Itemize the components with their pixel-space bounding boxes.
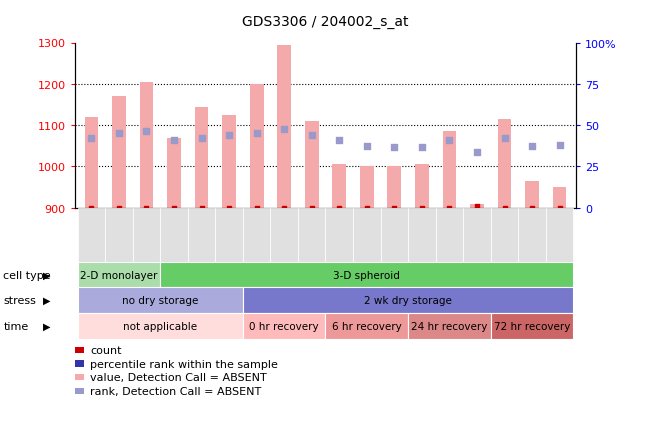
Point <box>224 133 234 140</box>
Bar <box>85 118 98 208</box>
Bar <box>139 82 154 208</box>
Text: 2-D monolayer: 2-D monolayer <box>80 270 158 280</box>
Text: stress: stress <box>3 296 36 305</box>
Point <box>141 128 152 135</box>
Point <box>114 205 124 212</box>
Text: count: count <box>90 345 122 355</box>
Point <box>499 135 510 141</box>
Text: 6 hr recovery: 6 hr recovery <box>332 321 402 331</box>
Point <box>114 131 124 138</box>
Bar <box>222 115 236 208</box>
Point <box>389 205 400 212</box>
Text: ▶: ▶ <box>43 270 51 280</box>
Text: time: time <box>3 321 29 331</box>
Bar <box>497 120 512 208</box>
Point <box>307 205 317 212</box>
Text: ▶: ▶ <box>43 321 51 331</box>
Text: rank, Detection Call = ABSENT: rank, Detection Call = ABSENT <box>90 387 262 396</box>
Bar <box>443 132 456 208</box>
Text: GDS3306 / 204002_s_at: GDS3306 / 204002_s_at <box>242 15 409 29</box>
Point <box>86 135 96 141</box>
Point <box>197 205 207 212</box>
Bar <box>112 97 126 208</box>
Text: 72 hr recovery: 72 hr recovery <box>494 321 570 331</box>
Point <box>251 205 262 212</box>
Point <box>527 205 537 212</box>
Text: 24 hr recovery: 24 hr recovery <box>411 321 488 331</box>
Point <box>361 205 372 212</box>
Bar <box>167 138 181 208</box>
Point <box>444 205 454 212</box>
Bar <box>387 167 401 208</box>
Point <box>555 205 565 212</box>
Point <box>86 205 96 212</box>
Bar <box>277 46 291 208</box>
Point <box>444 137 454 144</box>
Point <box>499 205 510 212</box>
Point <box>169 205 179 212</box>
Text: value, Detection Call = ABSENT: value, Detection Call = ABSENT <box>90 373 268 382</box>
Point <box>527 143 537 150</box>
Bar <box>415 165 429 208</box>
Point <box>417 205 427 212</box>
Point <box>251 131 262 138</box>
Bar <box>250 85 264 208</box>
Text: 3-D spheroid: 3-D spheroid <box>333 270 400 280</box>
Point <box>472 203 482 210</box>
Point <box>169 137 179 144</box>
Point <box>417 144 427 151</box>
Text: no dry storage: no dry storage <box>122 296 199 305</box>
Point <box>279 205 290 212</box>
Point <box>279 127 290 134</box>
Point <box>361 143 372 150</box>
Text: percentile rank within the sample: percentile rank within the sample <box>90 359 279 368</box>
Point <box>224 205 234 212</box>
Point <box>389 144 400 151</box>
Bar <box>525 181 539 208</box>
Text: 0 hr recovery: 0 hr recovery <box>249 321 319 331</box>
Point <box>197 135 207 141</box>
Text: not applicable: not applicable <box>123 321 197 331</box>
Point <box>307 133 317 140</box>
Point <box>555 142 565 149</box>
Point <box>472 149 482 156</box>
Bar <box>195 107 208 208</box>
Bar <box>553 187 566 208</box>
Point <box>334 137 344 144</box>
Point <box>334 205 344 212</box>
Text: 2 wk dry storage: 2 wk dry storage <box>364 296 452 305</box>
Bar <box>333 165 346 208</box>
Bar <box>305 122 318 208</box>
Text: cell type: cell type <box>3 270 51 280</box>
Bar <box>470 204 484 208</box>
Bar <box>360 167 374 208</box>
Point <box>141 205 152 212</box>
Text: ▶: ▶ <box>43 296 51 305</box>
